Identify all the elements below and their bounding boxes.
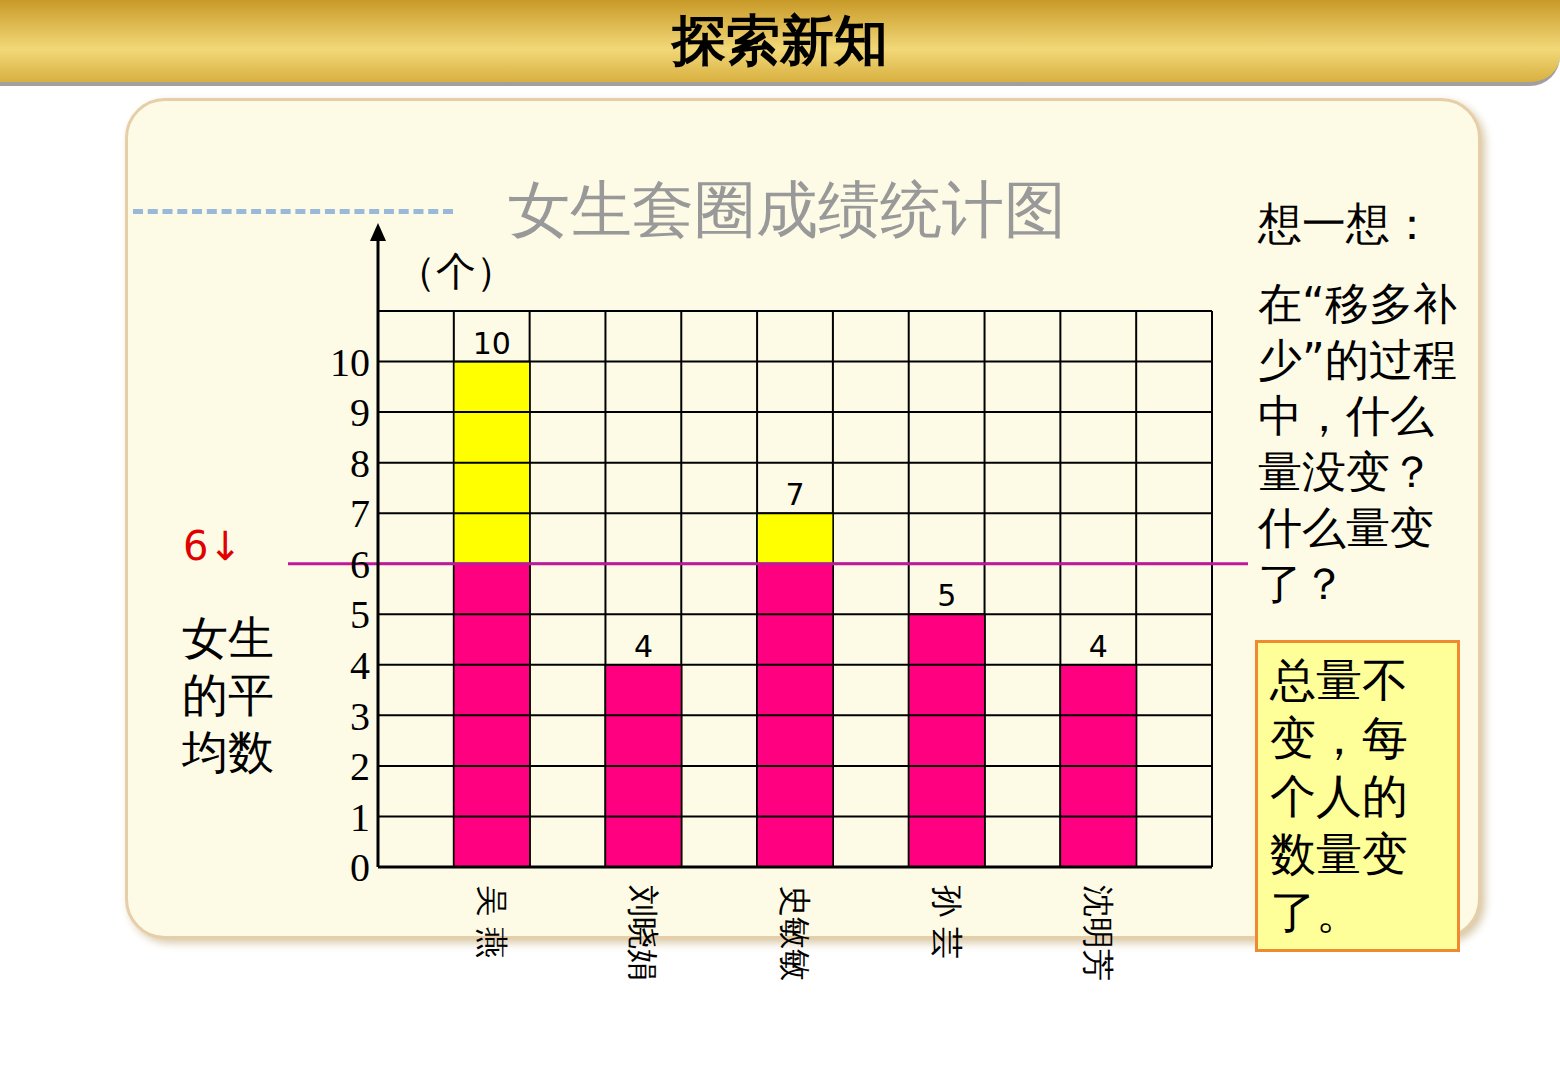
svg-text:6: 6 <box>350 542 370 587</box>
svg-text:（个）: （个） <box>396 248 516 294</box>
svg-text:均数: 均数 <box>181 725 274 779</box>
svg-text:沈明芳: 沈明芳 <box>1079 885 1117 981</box>
svg-text:5: 5 <box>937 578 956 613</box>
svg-text:4: 4 <box>634 629 653 664</box>
svg-text:10: 10 <box>473 326 511 361</box>
svg-text:吴 燕: 吴 燕 <box>473 885 511 959</box>
svg-text:7: 7 <box>786 477 805 512</box>
svg-text:4: 4 <box>1089 629 1108 664</box>
svg-text:10: 10 <box>330 340 370 385</box>
html-text:总量不变，每个人的数量变了。: 总量不变，每个人的数量变了。 <box>1270 653 1408 939</box>
svg-text:孙 芸: 孙 芸 <box>928 885 966 959</box>
svg-text:5: 5 <box>350 592 370 637</box>
html-text:女生套圈成绩统计图: 女生套圈成绩统计图 <box>508 173 1066 246</box>
html-text:在“移多补少”的过程中，什么量没变？什么量变了？: 在“移多补少”的过程中，什么量没变？什么量变了？ <box>1258 278 1457 609</box>
svg-text:7: 7 <box>350 491 370 536</box>
svg-text:6↓: 6↓ <box>183 523 242 569</box>
svg-text:女生: 女生 <box>182 611 274 665</box>
svg-text:史敏敏: 史敏敏 <box>776 885 814 981</box>
svg-text:0: 0 <box>350 845 370 890</box>
svg-text:3: 3 <box>350 694 370 739</box>
svg-text:的平: 的平 <box>182 668 274 722</box>
svg-text:1: 1 <box>350 795 370 840</box>
html-text:想一想：: 想一想： <box>1258 198 1434 249</box>
svg-text:4: 4 <box>350 643 370 688</box>
svg-text:8: 8 <box>350 441 370 486</box>
svg-text:9: 9 <box>350 390 370 435</box>
svg-text:刘晓娟: 刘晓娟 <box>624 885 662 981</box>
html-text:探索新知: 探索新知 <box>672 9 888 72</box>
svg-text:2: 2 <box>350 744 370 789</box>
